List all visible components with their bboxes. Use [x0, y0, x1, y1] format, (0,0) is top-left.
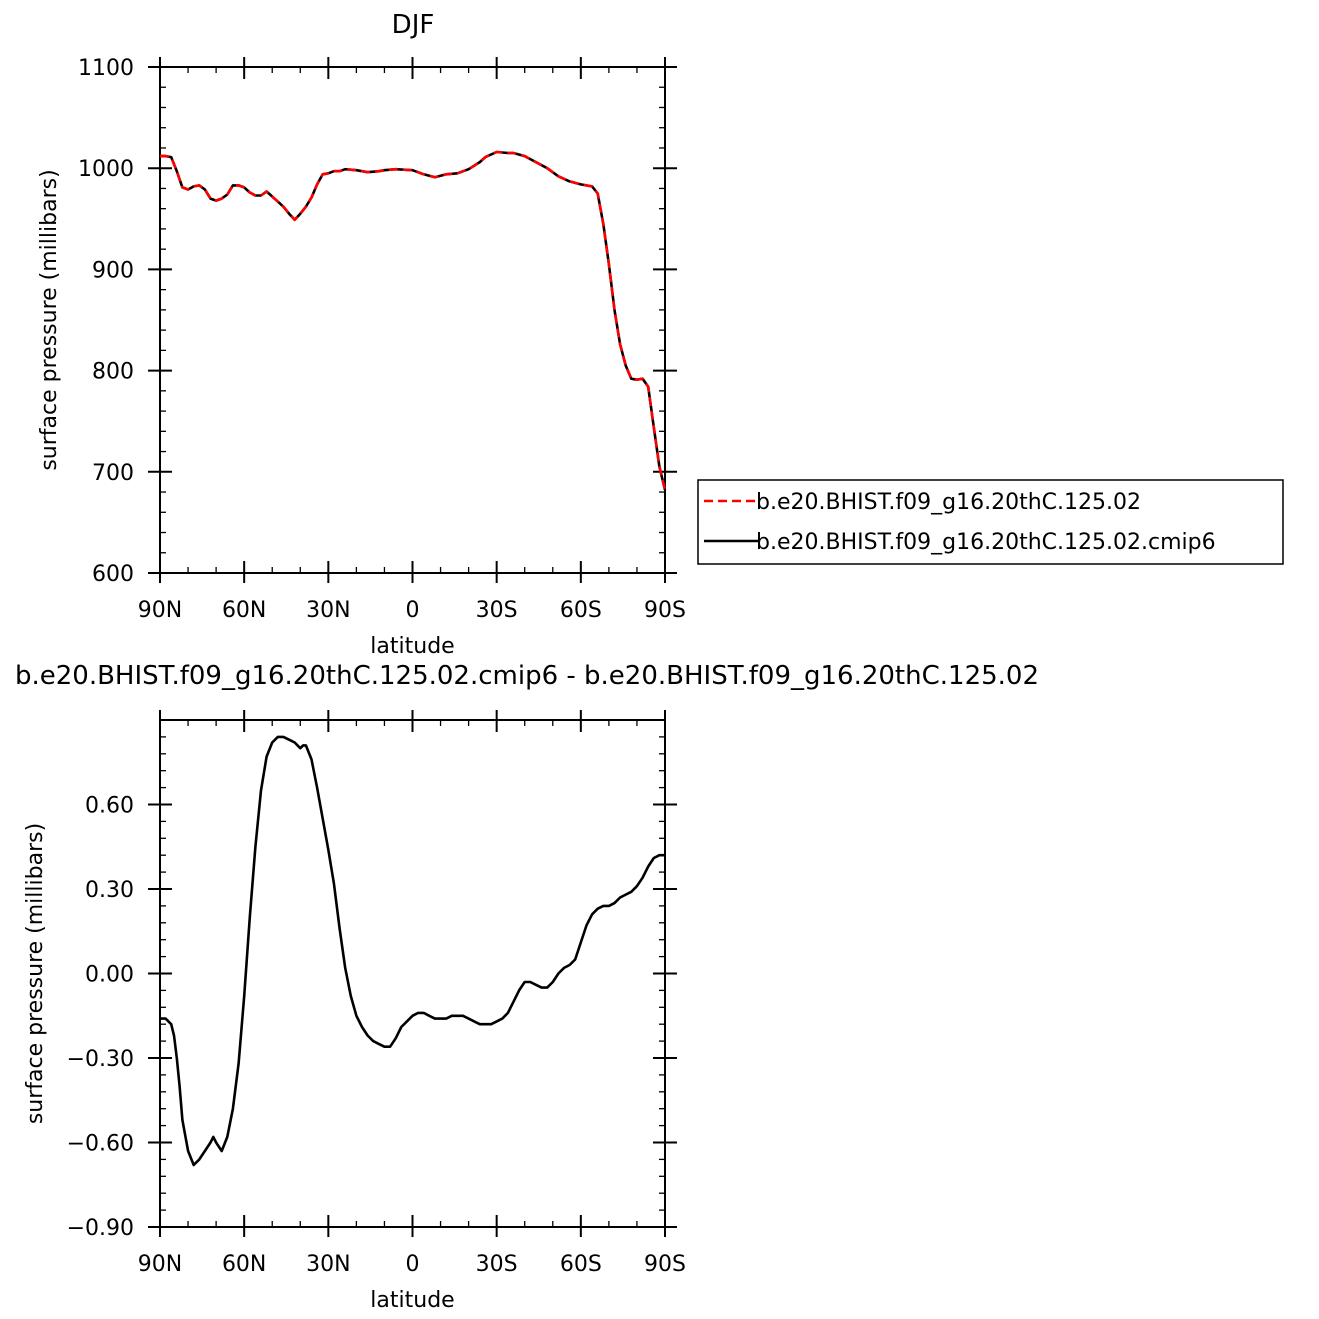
x-axis-label: latitude — [370, 1288, 454, 1313]
x-tick-label: 60S — [560, 598, 602, 623]
y-tick-label: 1000 — [78, 157, 134, 182]
x-tick-label: 90S — [644, 598, 686, 623]
x-tick-label: 30N — [306, 1252, 350, 1277]
x-tick-label: 30S — [476, 598, 518, 623]
y-axis-label: surface pressure (millibars) — [37, 169, 62, 470]
legend-label: b.e20.BHIST.f09_g16.20thC.125.02.cmip6 — [756, 530, 1216, 555]
y-tick-label: 0.00 — [85, 963, 134, 988]
y-tick-label: 1100 — [78, 56, 134, 81]
y-tick-label: −0.30 — [67, 1047, 134, 1072]
y-tick-label: 900 — [92, 258, 134, 283]
x-tick-label: 90N — [138, 598, 182, 623]
chart-panel-2: b.e20.BHIST.f09_g16.20thC.125.02.cmip6 -… — [15, 661, 1039, 1313]
chart-title: b.e20.BHIST.f09_g16.20thC.125.02.cmip6 -… — [15, 661, 1039, 691]
x-tick-label: 30N — [306, 598, 350, 623]
y-tick-label: −0.60 — [67, 1132, 134, 1157]
x-tick-label: 0 — [406, 598, 420, 623]
series-line-2 — [160, 150, 667, 491]
x-tick-label: 0 — [406, 1252, 420, 1277]
chart-title: DJF — [392, 10, 435, 40]
y-tick-label: 800 — [92, 360, 134, 385]
x-axis-label: latitude — [370, 634, 454, 659]
x-tick-label: 90N — [138, 1252, 182, 1277]
y-tick-label: 0.30 — [85, 878, 134, 903]
y-tick-label: 0.60 — [85, 794, 134, 819]
y-tick-label: 700 — [92, 461, 134, 486]
chart-panel-1: DJF 90N 60N 30N 0 30S 60S 90S 600 700 800 900 1000 11… — [37, 10, 1284, 659]
legend-label: b.e20.BHIST.f09_g16.20thC.125.02 — [756, 490, 1141, 515]
series-line-1 — [160, 150, 667, 491]
y-tick-label: 600 — [92, 562, 134, 587]
x-tick-label: 90S — [644, 1252, 686, 1277]
y-axis-label: surface pressure (millibars) — [23, 823, 48, 1124]
series-line-1 — [160, 735, 665, 1167]
y-tick-label: −0.90 — [67, 1216, 134, 1241]
plot-frame — [159, 719, 666, 1228]
plot-frame — [159, 66, 666, 574]
legend-box — [697, 479, 1284, 565]
x-tick-label: 30S — [476, 1252, 518, 1277]
x-tick-label: 60N — [222, 1252, 266, 1277]
x-tick-label: 60S — [560, 1252, 602, 1277]
x-tick-label: 60N — [222, 598, 266, 623]
